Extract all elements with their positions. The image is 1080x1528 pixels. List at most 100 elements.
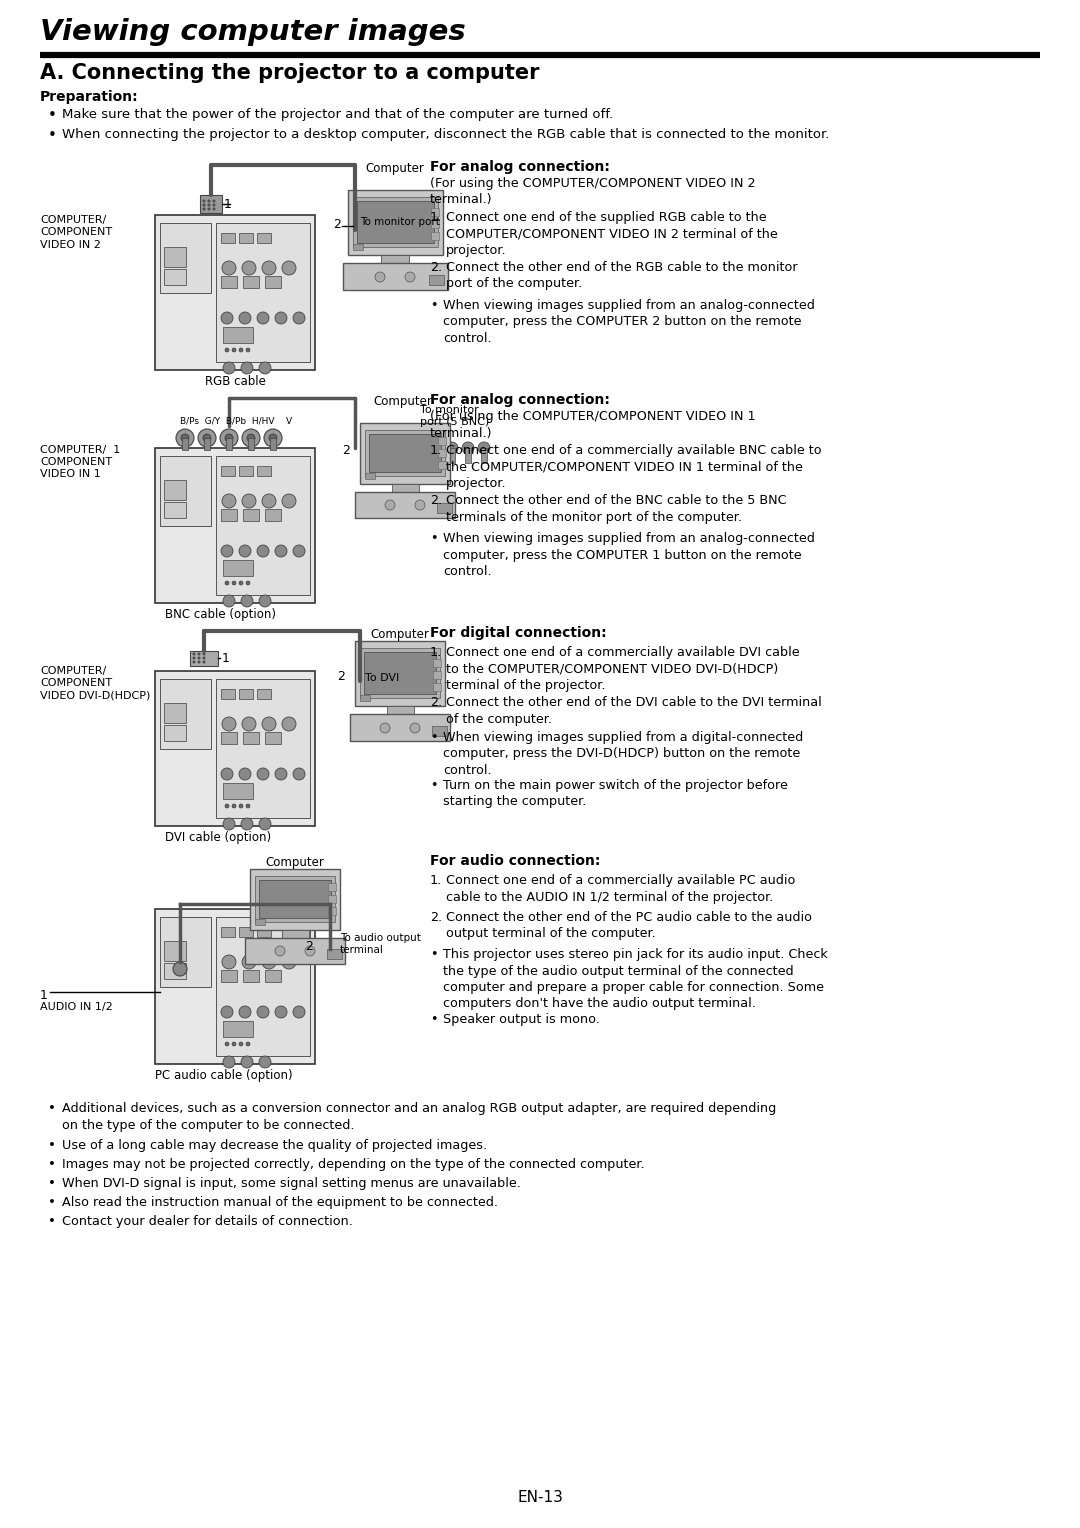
Circle shape: [220, 429, 238, 448]
Circle shape: [232, 581, 237, 585]
Bar: [438, 449, 446, 457]
Circle shape: [478, 442, 490, 454]
Circle shape: [264, 429, 282, 448]
Bar: [365, 429, 445, 477]
Circle shape: [293, 545, 305, 558]
Text: To monitor port: To monitor port: [360, 217, 440, 228]
Bar: [265, 732, 281, 744]
Text: Contact your dealer for details of connection.: Contact your dealer for details of conne…: [62, 1215, 353, 1229]
Bar: [265, 509, 281, 521]
Text: AUDIO IN 1/2: AUDIO IN 1/2: [40, 1002, 112, 1012]
Circle shape: [207, 208, 211, 211]
Circle shape: [246, 348, 249, 351]
Bar: [156, 909, 315, 1063]
Bar: [239, 232, 253, 243]
Bar: [221, 277, 237, 287]
Text: Turn on the main power switch of the projector before
starting the computer.: Turn on the main power switch of the pro…: [443, 779, 788, 808]
Bar: [449, 448, 455, 463]
Circle shape: [246, 581, 249, 585]
Text: BNC cable (option): BNC cable (option): [165, 608, 276, 620]
Bar: [328, 883, 336, 891]
Bar: [243, 277, 259, 287]
Text: COMPUTER/
COMPONENT
VIDEO DVI-D(HDCP): COMPUTER/ COMPONENT VIDEO DVI-D(HDCP): [40, 666, 150, 701]
Text: 2.: 2.: [430, 695, 442, 709]
Text: PC audio cable (option): PC audio cable (option): [156, 1070, 293, 1082]
Text: This projector uses stereo pin jack for its audio input. Check
the type of the a: This projector uses stereo pin jack for …: [443, 947, 827, 1010]
Text: 1.: 1.: [430, 445, 442, 457]
Bar: [259, 880, 330, 918]
Bar: [381, 255, 409, 263]
Circle shape: [305, 946, 315, 957]
Circle shape: [275, 769, 287, 779]
Text: VIDEO IN 1: VIDEO IN 1: [40, 469, 100, 478]
Bar: [353, 244, 363, 251]
Bar: [429, 275, 444, 286]
Bar: [222, 1021, 253, 1038]
Text: 1: 1: [224, 199, 232, 211]
Bar: [216, 678, 310, 817]
Bar: [437, 503, 453, 513]
Circle shape: [222, 261, 237, 275]
Text: For digital connection:: For digital connection:: [430, 626, 607, 640]
Bar: [270, 439, 276, 451]
Bar: [364, 652, 436, 694]
Text: Computer: Computer: [365, 162, 424, 176]
Circle shape: [207, 203, 211, 206]
Bar: [360, 648, 440, 698]
Text: 2.: 2.: [430, 911, 442, 924]
Circle shape: [198, 657, 200, 659]
Circle shape: [222, 1056, 235, 1068]
Text: To DVI: To DVI: [365, 672, 400, 683]
Text: DVI cable (option): DVI cable (option): [165, 831, 271, 843]
Circle shape: [239, 804, 243, 808]
Text: 2.: 2.: [430, 261, 442, 274]
Circle shape: [430, 442, 442, 454]
Bar: [164, 724, 186, 741]
Circle shape: [242, 955, 256, 969]
Circle shape: [242, 261, 256, 275]
Circle shape: [221, 1005, 233, 1018]
Circle shape: [173, 963, 187, 976]
Circle shape: [239, 1042, 243, 1047]
Circle shape: [259, 594, 271, 607]
Bar: [221, 732, 237, 744]
Text: Speaker output is mono.: Speaker output is mono.: [443, 1013, 599, 1025]
Circle shape: [221, 312, 233, 324]
Circle shape: [239, 545, 251, 558]
Bar: [160, 678, 212, 749]
Bar: [164, 501, 186, 518]
Bar: [391, 484, 419, 492]
Text: When viewing images supplied from an analog-connected
computer, press the COMPUT: When viewing images supplied from an ana…: [443, 299, 815, 345]
Circle shape: [259, 817, 271, 830]
Circle shape: [203, 200, 205, 202]
Bar: [164, 941, 186, 961]
Circle shape: [232, 1042, 237, 1047]
Circle shape: [222, 362, 235, 374]
Text: When connecting the projector to a desktop computer, disconnect the RGB cable th: When connecting the projector to a deskt…: [62, 128, 829, 141]
Circle shape: [239, 312, 251, 324]
Circle shape: [225, 581, 229, 585]
Circle shape: [203, 434, 211, 442]
Bar: [257, 689, 271, 698]
Text: Connect one end of a commercially available BNC cable to
the COMPUTER/COMPONENT : Connect one end of a commercially availa…: [446, 445, 822, 490]
Text: COMPUTER/
COMPONENT
VIDEO IN 2: COMPUTER/ COMPONENT VIDEO IN 2: [40, 215, 112, 249]
Bar: [438, 461, 446, 469]
Circle shape: [239, 1005, 251, 1018]
Text: 2: 2: [337, 669, 345, 683]
Circle shape: [246, 1042, 249, 1047]
Bar: [249, 869, 340, 931]
Circle shape: [241, 817, 253, 830]
Circle shape: [239, 348, 243, 351]
Bar: [156, 215, 315, 370]
Bar: [164, 246, 186, 266]
Text: 2: 2: [305, 941, 313, 953]
Circle shape: [213, 200, 215, 202]
Text: For analog connection:: For analog connection:: [430, 160, 610, 174]
Text: Connect one end of a commercially available DVI cable
to the COMPUTER/COMPONENT : Connect one end of a commercially availa…: [446, 646, 799, 692]
Circle shape: [203, 660, 205, 663]
Circle shape: [259, 362, 271, 374]
Bar: [216, 455, 310, 594]
Text: •: •: [430, 1013, 437, 1025]
Circle shape: [242, 717, 256, 730]
Text: To audio output
terminal: To audio output terminal: [340, 932, 421, 955]
